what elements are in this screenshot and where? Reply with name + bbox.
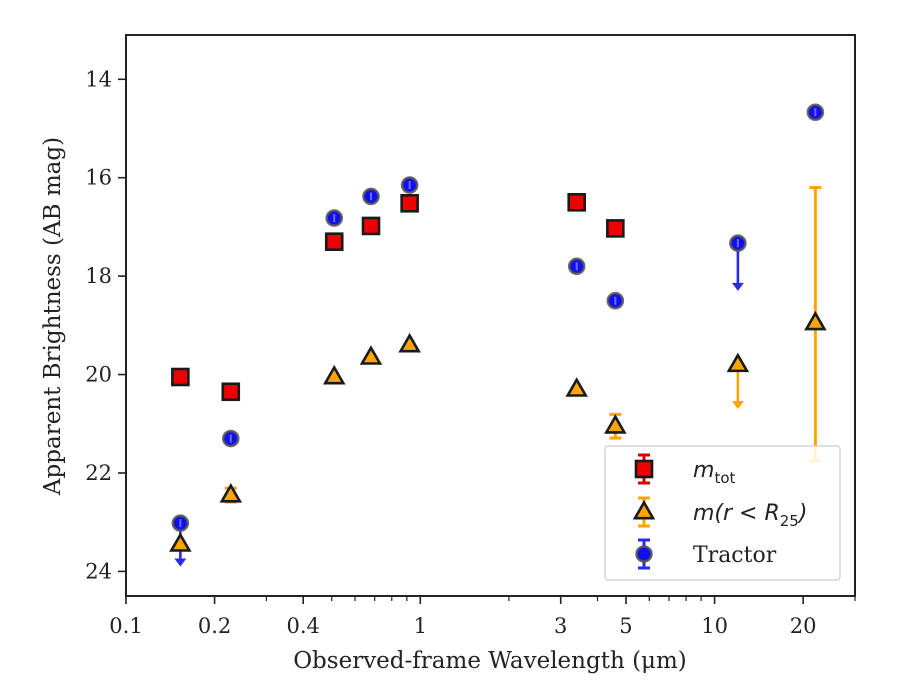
legend-label-suffix: ) — [797, 501, 808, 526]
legend-box — [604, 445, 841, 581]
mR25-point — [359, 345, 383, 365]
legend: mtot m(r < R25) Tractor — [604, 445, 841, 581]
upper-limit-head — [174, 558, 187, 567]
mR25-point — [565, 377, 588, 397]
y-tick-label: 20 — [85, 363, 112, 387]
legend-label-mtot: mtot — [693, 458, 735, 487]
mtot-point — [400, 194, 419, 213]
x-tick-label: 0.2 — [198, 614, 231, 638]
x-axis-label: Observed-frame Wavelength (μm) — [293, 648, 687, 674]
mtot-point — [361, 216, 381, 236]
mtot-point — [606, 219, 625, 238]
x-tick-label: 20 — [790, 614, 817, 638]
axes-layer: 0.1 0.2 0.4 1 3 5 10 20 14 16 18 20 22 24 — [85, 34, 856, 638]
mtot-point — [221, 382, 241, 402]
mR25-point — [322, 364, 346, 385]
y-tick-label: 24 — [85, 559, 112, 583]
legend-label-subscript: 25 — [780, 512, 799, 530]
legend-label-subscript: tot — [714, 469, 735, 487]
data-layer — [169, 103, 827, 567]
y-tick-label: 16 — [85, 166, 112, 190]
y-axis-label: Apparent Brightness (AB mag) — [40, 137, 66, 496]
mR25-point — [398, 332, 421, 353]
x-tick-label: 10 — [701, 614, 728, 638]
mR25-point — [804, 310, 827, 331]
legend-marker-tractor — [635, 545, 653, 563]
mtot-point — [324, 232, 344, 251]
mtot-point — [171, 367, 190, 387]
x-tick-label: 3 — [554, 614, 567, 638]
legend-marker-mtot — [634, 459, 654, 479]
mR25-point — [169, 532, 192, 552]
y-tick-label: 18 — [85, 264, 112, 288]
upper-limit-head — [731, 401, 744, 409]
legend-label-main: m(r < R — [693, 501, 780, 526]
upper-limit-head — [731, 282, 744, 291]
legend-label-mR25: m(r < R25) — [693, 501, 807, 530]
legend-label-tractor: Tractor — [693, 543, 777, 568]
mR25-point — [219, 483, 243, 503]
x-tick-label: 5 — [619, 614, 632, 638]
mR25-point — [726, 352, 750, 373]
mtot-point — [567, 193, 587, 212]
x-tick-label: 0.4 — [286, 614, 319, 638]
y-tick-label: 14 — [85, 67, 112, 91]
x-tick-label: 1 — [414, 614, 427, 638]
mR25-point — [604, 414, 627, 434]
legend-marker-mR25 — [632, 499, 656, 520]
legend-label-main: m — [693, 458, 714, 483]
y-tick-label: 22 — [85, 461, 112, 485]
plot-frame — [125, 34, 856, 597]
x-tick-label: 0.1 — [109, 614, 142, 638]
